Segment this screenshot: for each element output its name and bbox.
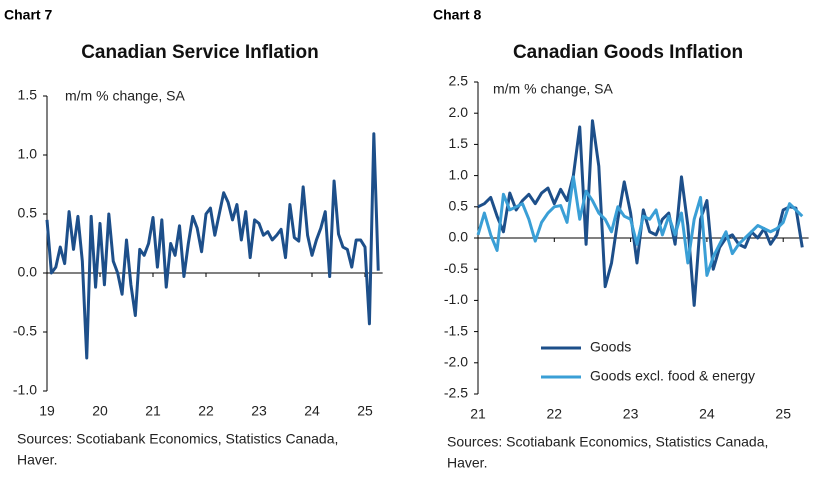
y-tick-label: 0.0 xyxy=(18,264,38,280)
y-tick-label: 1.5 xyxy=(18,87,38,103)
chart-label: Chart 7 xyxy=(4,7,52,23)
x-tick-label: 21 xyxy=(145,403,161,419)
y-tick-label: -2.0 xyxy=(444,354,468,370)
x-tick-label: 23 xyxy=(623,406,639,422)
y-tick-label: -0.5 xyxy=(13,323,37,339)
x-tick-label: 20 xyxy=(92,403,108,419)
chart-label: Chart 8 xyxy=(433,7,481,23)
line-series xyxy=(45,132,380,360)
y-tick-label: 1.0 xyxy=(449,166,469,182)
y-tick-label: 0.5 xyxy=(449,198,469,214)
x-tick-label: 25 xyxy=(357,403,373,419)
y-tick-label: 2.5 xyxy=(449,73,469,89)
y-tick-label: -1.0 xyxy=(444,291,468,307)
subtitle: m/m % change, SA xyxy=(493,81,613,97)
source: Sources: Scotiabank Economics, Statistic… xyxy=(17,431,338,447)
x-tick-label: 22 xyxy=(198,403,214,419)
y-tick-label: 2.0 xyxy=(449,104,469,120)
subtitle: m/m % change, SA xyxy=(65,88,185,104)
y-tick-label: -2.5 xyxy=(444,385,468,401)
source: Haver. xyxy=(17,452,57,468)
y-tick-label: 1.5 xyxy=(449,135,469,151)
x-tick-label: 24 xyxy=(699,406,715,422)
legend-label: Goods excl. food & energy xyxy=(590,368,755,384)
chart-title: Canadian Goods Inflation xyxy=(513,42,743,63)
x-tick-label: 21 xyxy=(470,406,486,422)
source: Sources: Scotiabank Economics, Statistic… xyxy=(447,434,768,450)
x-tick-label: 22 xyxy=(547,406,563,422)
source: Haver. xyxy=(447,455,487,471)
x-tick-label: 24 xyxy=(304,403,320,419)
line-series xyxy=(476,175,804,277)
x-tick-label: 19 xyxy=(39,403,55,419)
chart-title: Canadian Service Inflation xyxy=(81,42,319,63)
legend-label: Goods xyxy=(590,339,631,355)
y-tick-label: 0.5 xyxy=(18,205,38,221)
y-tick-label: 1.0 xyxy=(18,146,38,162)
y-tick-label: -1.5 xyxy=(444,322,468,338)
y-tick-label: -1.0 xyxy=(13,382,37,398)
y-tick-label: -0.5 xyxy=(444,260,468,276)
x-tick-label: 25 xyxy=(775,406,791,422)
x-tick-label: 23 xyxy=(251,403,267,419)
y-tick-label: 0.0 xyxy=(449,229,469,245)
